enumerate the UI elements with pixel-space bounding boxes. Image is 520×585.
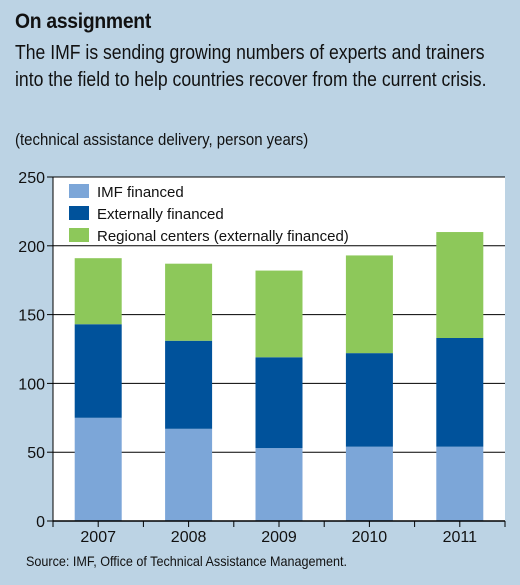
y-axis: 0 50 100 150 200 250 — [18, 170, 54, 531]
bar-imf-financed-2010 — [345, 446, 393, 521]
y-tick-label: 150 — [18, 308, 45, 325]
x-tick-label: 2009 — [261, 529, 297, 546]
units-label: (technical assistance delivery, person y… — [15, 130, 309, 149]
y-tick-label: 250 — [18, 170, 45, 187]
bar-externally-financed-2008 — [165, 340, 213, 429]
bar-imf-financed-2009 — [255, 448, 303, 521]
x-axis: 2007 2008 2009 2010 2011 — [52, 520, 506, 546]
bar-regional-centers-2008 — [165, 263, 213, 341]
bar-regional-centers-2010 — [345, 255, 393, 354]
bar-externally-financed-2011 — [436, 337, 484, 447]
bar-externally-financed-2007 — [74, 324, 122, 418]
bar-regional-centers-2007 — [74, 258, 122, 325]
bars — [74, 232, 484, 521]
bar-externally-financed-2010 — [345, 353, 393, 447]
y-tick-label: 100 — [18, 376, 45, 393]
y-tick-label: 200 — [18, 239, 45, 256]
bar-regional-centers-2011 — [436, 232, 484, 338]
bar-regional-centers-2009 — [255, 270, 303, 358]
legend-swatch-imf-financed — [69, 184, 89, 198]
x-tick-label: 2007 — [80, 529, 116, 546]
y-tick-label: 50 — [27, 445, 45, 462]
bar-imf-financed-2008 — [165, 428, 213, 521]
legend-label-regional-centers: Regional centers (externally financed) — [97, 228, 349, 245]
x-tick-label: 2011 — [443, 529, 478, 546]
x-tick-label: 2010 — [352, 529, 388, 546]
legend-label-externally-financed: Externally financed — [97, 206, 224, 223]
legend-label-imf-financed: IMF financed — [97, 184, 184, 201]
legend: IMF financed Externally financed Regional … — [69, 184, 349, 245]
bar-imf-financed-2007 — [74, 417, 122, 521]
source-note: Source: IMF, Office of Technical Assista… — [26, 553, 348, 569]
bar-imf-financed-2011 — [436, 446, 484, 521]
chart-subtitle: The IMF is sending growing numbers of ex… — [15, 42, 487, 91]
legend-swatch-regional-centers — [69, 228, 89, 242]
x-tick-label: 2008 — [171, 529, 207, 546]
chart-title: On assignment — [15, 10, 151, 33]
legend-swatch-externally-financed — [69, 206, 89, 220]
bar-externally-financed-2009 — [255, 357, 303, 449]
y-tick-label: 0 — [36, 514, 45, 531]
